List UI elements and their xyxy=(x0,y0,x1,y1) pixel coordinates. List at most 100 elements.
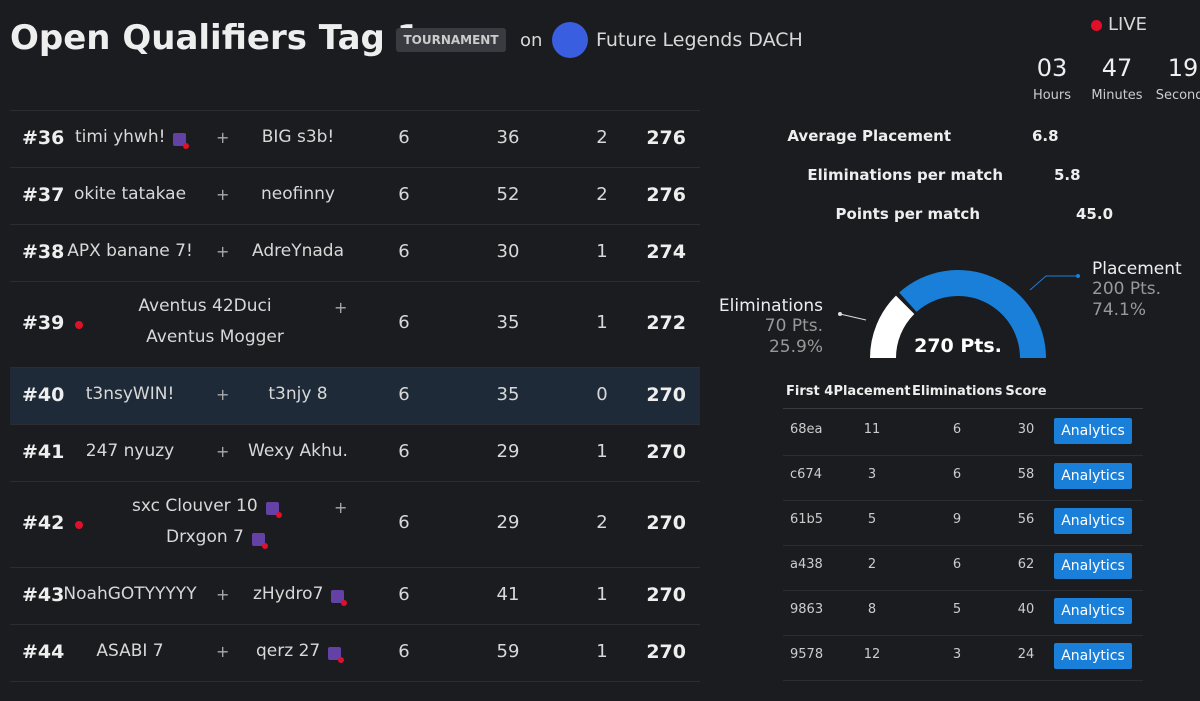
stat-value: 45.0 xyxy=(1076,205,1114,223)
player-name[interactable]: qerz 27 xyxy=(256,640,321,661)
rank: #39 xyxy=(22,312,65,334)
table-cell: c674 xyxy=(790,467,822,482)
countdown-value: 47 xyxy=(1101,54,1133,82)
stat-eliminations: 36 xyxy=(496,126,520,148)
table-cell: 12 xyxy=(863,647,881,662)
row-rule xyxy=(783,590,1143,591)
analytics-button[interactable]: Analytics xyxy=(1054,463,1132,489)
countdown-label: Minutes xyxy=(1091,88,1143,103)
row xyxy=(10,567,700,624)
analytics-button[interactable]: Analytics xyxy=(1054,508,1132,534)
stat-wins: 0 xyxy=(596,383,608,405)
eliminations-label: Eliminations xyxy=(719,296,823,316)
organizer[interactable]: Future Legends DACH xyxy=(596,29,803,51)
stat-value: 5.8 xyxy=(1054,166,1081,184)
live-label: LIVE xyxy=(1108,14,1148,35)
player-name[interactable]: sxc Clouver 10 xyxy=(132,496,258,516)
org-logo xyxy=(552,22,588,58)
table-cell: 62 xyxy=(1017,557,1035,572)
stat-matches: 6 xyxy=(398,240,410,262)
countdown-label: Seconds xyxy=(1155,88,1200,103)
stat-eliminations: 41 xyxy=(496,583,520,605)
player-name[interactable]: AdreYnada xyxy=(252,240,344,261)
table-cell: 9863 xyxy=(790,602,824,617)
player-name[interactable]: t3njy 8 xyxy=(268,383,328,404)
points: 270 xyxy=(646,440,686,463)
player-name[interactable]: 247 nyuzy xyxy=(85,440,175,461)
twitch-icon xyxy=(173,132,189,149)
player-name[interactable]: t3nsyWIN! xyxy=(85,383,175,404)
player-name[interactable]: Drxgon 7 xyxy=(166,527,244,547)
player-name[interactable]: okite tatakae xyxy=(73,183,187,204)
live-dot xyxy=(75,521,83,529)
row-rule xyxy=(783,545,1143,546)
row xyxy=(10,481,700,567)
stat-matches: 6 xyxy=(398,512,410,533)
points: 276 xyxy=(646,183,686,206)
analytics-button[interactable]: Analytics xyxy=(1054,418,1132,444)
table-cell: 68ea xyxy=(790,422,823,437)
twitch-icon xyxy=(331,589,347,606)
points: 270 xyxy=(646,512,686,534)
analytics-button[interactable]: Analytics xyxy=(1054,643,1132,669)
on-text: on xyxy=(520,30,543,51)
gauge-placement xyxy=(899,270,1046,358)
separator: + xyxy=(216,241,230,261)
stat-eliminations: 29 xyxy=(496,512,520,533)
separator: + xyxy=(334,298,348,317)
rank: #36 xyxy=(22,126,65,149)
row-end xyxy=(10,681,700,682)
stat-matches: 6 xyxy=(398,312,410,333)
stat-matches: 6 xyxy=(398,440,410,462)
table-cell: 40 xyxy=(1017,602,1035,617)
stat-eliminations: 59 xyxy=(496,640,520,662)
stat-matches: 6 xyxy=(398,183,410,205)
rank: #44 xyxy=(22,640,65,663)
analytics-button[interactable]: Analytics xyxy=(1054,553,1132,579)
separator: + xyxy=(216,441,230,461)
player-name[interactable]: Aventus Mogger xyxy=(146,327,284,347)
stat-wins: 2 xyxy=(596,512,608,533)
rank: #40 xyxy=(22,383,65,406)
table-cell: 5 xyxy=(867,512,877,527)
rank: #37 xyxy=(22,183,65,206)
table-cell: 3 xyxy=(952,647,962,662)
row-rule xyxy=(783,500,1143,501)
points: 274 xyxy=(646,240,686,263)
live-dot xyxy=(75,321,83,329)
table-cell: 24 xyxy=(1017,647,1035,662)
eliminations-share: 25.9% xyxy=(769,337,823,357)
rank: #43 xyxy=(22,583,65,606)
analytics-button[interactable]: Analytics xyxy=(1054,598,1132,624)
title: Open Qualifiers Tag 1 xyxy=(10,18,421,58)
stat-matches: 6 xyxy=(398,126,410,148)
stat-wins: 1 xyxy=(596,583,608,605)
header-rule xyxy=(783,408,1143,409)
player-name[interactable]: NoahGOTYYYYY xyxy=(63,583,197,604)
table-header: First 4 xyxy=(786,384,834,399)
gauge-total: 270 Pts. xyxy=(914,335,1002,357)
separator: + xyxy=(216,584,230,604)
twitch-icon xyxy=(266,502,282,518)
points: 276 xyxy=(646,126,686,149)
player-name[interactable]: neofinny xyxy=(261,183,335,204)
badge: TOURNAMENT xyxy=(396,28,506,52)
table-cell: 30 xyxy=(1017,422,1035,437)
player-name[interactable]: timi yhwh! xyxy=(75,126,166,147)
leader-dot xyxy=(838,312,842,316)
player-name[interactable]: Wexy Akhu. xyxy=(248,440,348,461)
table-cell: 11 xyxy=(863,422,881,437)
stat-eliminations: 29 xyxy=(496,440,520,462)
player-name[interactable]: Aventus 42Duci xyxy=(138,296,272,316)
player-name[interactable]: ASABI 7 xyxy=(96,640,164,661)
table-cell: 5 xyxy=(952,602,962,617)
rank: #41 xyxy=(22,440,65,463)
leader-dot xyxy=(1076,274,1080,278)
stat-wins: 2 xyxy=(596,183,608,205)
stat-label: Average Placement xyxy=(787,127,951,145)
table-cell: 56 xyxy=(1017,512,1035,527)
player-name[interactable]: zHydro7 xyxy=(253,583,324,604)
player-name[interactable]: BIG s3b! xyxy=(261,126,335,147)
player-name[interactable]: APX banane 7! xyxy=(67,240,193,261)
